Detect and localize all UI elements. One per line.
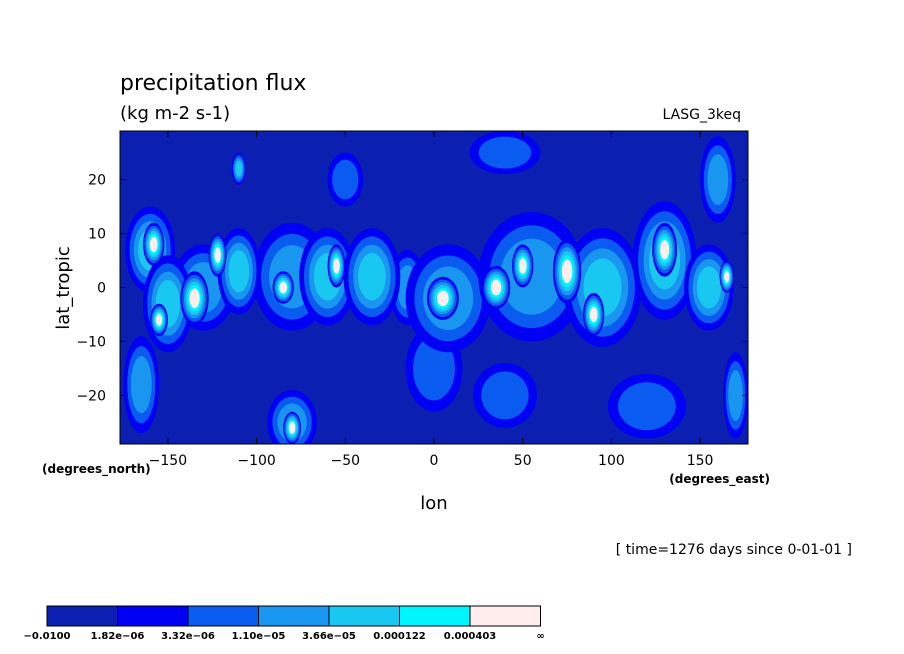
precip-blob	[150, 303, 168, 337]
precip-blob	[473, 363, 537, 428]
x-axis-label: lon	[420, 493, 447, 514]
contour-band	[228, 250, 250, 293]
precip-blob	[469, 131, 541, 175]
precip-blob	[123, 336, 160, 434]
precip-blob	[684, 244, 734, 331]
contour-band	[358, 253, 386, 301]
precip-blob	[723, 352, 748, 439]
x-tick-label: −100	[237, 453, 275, 469]
contour-band	[333, 258, 340, 274]
y-tick-label: 0	[97, 281, 106, 297]
precip-blob	[426, 276, 459, 320]
contour-band	[589, 306, 598, 323]
precip-blob	[217, 228, 261, 315]
colorbar-swatch	[399, 605, 471, 627]
precip-blob	[563, 228, 642, 347]
contour-band	[724, 270, 730, 283]
x-tick-label: 50	[514, 453, 532, 469]
y-tick-label: 10	[88, 227, 106, 243]
precip-blob	[327, 152, 364, 207]
colorbar-swatch	[117, 605, 189, 627]
contour-band	[696, 266, 722, 309]
precip-blob	[719, 260, 734, 293]
colorbar-swatch	[328, 605, 400, 627]
precip-blob	[231, 152, 246, 185]
x-tick-label: 150	[687, 453, 714, 469]
precip-blob	[327, 244, 346, 288]
precip-blob	[343, 228, 401, 326]
y-tick-label: 20	[88, 173, 106, 189]
contour-band	[214, 247, 221, 263]
contour-band	[288, 421, 296, 434]
x-tick-label: 100	[598, 453, 625, 469]
x-tick-label: 0	[430, 453, 439, 469]
contour-band	[707, 154, 729, 205]
colorbar-label: 0.000122	[373, 631, 426, 642]
y-tick-label: −10	[76, 334, 106, 350]
contour-band	[149, 236, 158, 253]
contour-band	[235, 160, 243, 177]
chart-units: (kg m-2 s-1)	[120, 103, 230, 124]
colorbar-label: 0.000403	[444, 631, 497, 642]
contour-band	[437, 290, 449, 307]
contour-band	[561, 259, 573, 284]
time-note: [ time=1276 days since 0-01-01 ]	[616, 542, 852, 558]
x-tick-label: −150	[149, 453, 187, 469]
precip-blob	[143, 222, 165, 266]
precip-blob	[583, 292, 605, 337]
colorbar-swatch	[187, 605, 259, 627]
contour-band	[189, 288, 200, 309]
y-units-label: (degrees_north)	[42, 462, 151, 477]
colorbar-label: 3.32e−06	[161, 631, 215, 642]
colorbar-swatch	[46, 605, 118, 627]
contour-band	[412, 336, 456, 401]
contour-band	[481, 371, 529, 420]
precip-blob	[283, 411, 301, 444]
precip-blob	[272, 271, 294, 304]
chart-title: precipitation flux	[120, 71, 306, 96]
precip-blob	[180, 271, 209, 326]
precip-blob	[481, 265, 511, 310]
colorbar-label: 1.82e−06	[91, 631, 145, 642]
precip-blob	[652, 222, 678, 277]
contour-band	[728, 370, 743, 421]
colorbar-swatch	[258, 605, 330, 627]
plot-area	[120, 131, 748, 444]
precip-blob	[512, 244, 534, 288]
contour-band	[660, 239, 670, 260]
colorbar-label: ∞	[536, 631, 544, 642]
x-units-label: (degrees_east)	[669, 472, 770, 487]
contour-band	[617, 382, 676, 431]
contour-band	[155, 313, 163, 326]
x-tick-label: −50	[331, 453, 361, 469]
contour-band	[490, 279, 502, 296]
contour-band	[478, 136, 532, 169]
colorbar-label: 1.10e−05	[232, 631, 286, 642]
y-axis-label: lat_tropic	[53, 246, 74, 330]
contour-band	[518, 258, 527, 274]
colorbar-swatch	[469, 605, 541, 627]
colorbar-label: 3.66e−05	[302, 631, 356, 642]
contour-band	[130, 356, 152, 414]
precip-blob	[552, 238, 582, 304]
contour-band	[279, 281, 288, 294]
colorbar	[46, 605, 541, 627]
contour-band	[332, 159, 359, 200]
dataset-label: LASG_3keq	[663, 107, 741, 123]
precip-blob	[208, 233, 227, 277]
precip-blob	[607, 373, 686, 439]
y-tick-label: −20	[76, 388, 106, 404]
colorbar-label: −0.0100	[24, 631, 71, 642]
precip-blob	[700, 136, 736, 223]
